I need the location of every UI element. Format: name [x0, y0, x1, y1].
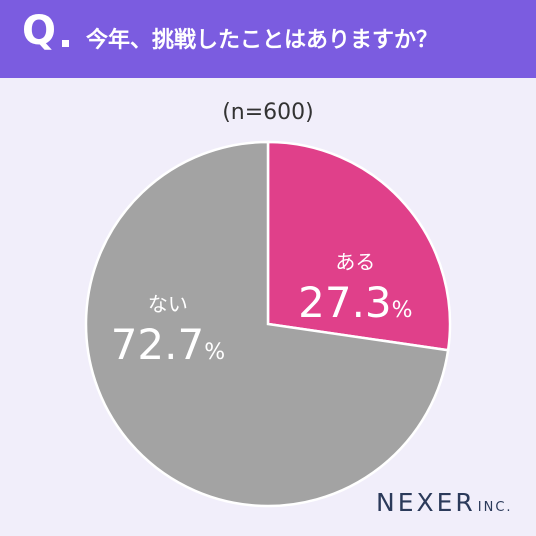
slice-category-label: ある [335, 250, 375, 274]
question-text: 今年、挑戦したことはありますか？ [86, 28, 439, 53]
q-dot-icon [62, 40, 69, 47]
question-header: Q 今年、挑戦したことはありますか？ [0, 0, 536, 78]
q-label: Q [22, 8, 57, 54]
slice-value-label: 72.7% [111, 320, 225, 369]
slice-category-label: ない [148, 292, 188, 316]
logo-main: NEXER [376, 488, 476, 517]
sample-size-label: (n=600) [222, 100, 314, 125]
pie-slice-2 [84, 140, 450, 508]
nexer-logo: NEXER INC. [376, 488, 513, 517]
pie-slice-1 [266, 140, 452, 352]
slice-value-label: 27.3% [298, 278, 412, 327]
logo-suffix: INC. [477, 500, 513, 515]
